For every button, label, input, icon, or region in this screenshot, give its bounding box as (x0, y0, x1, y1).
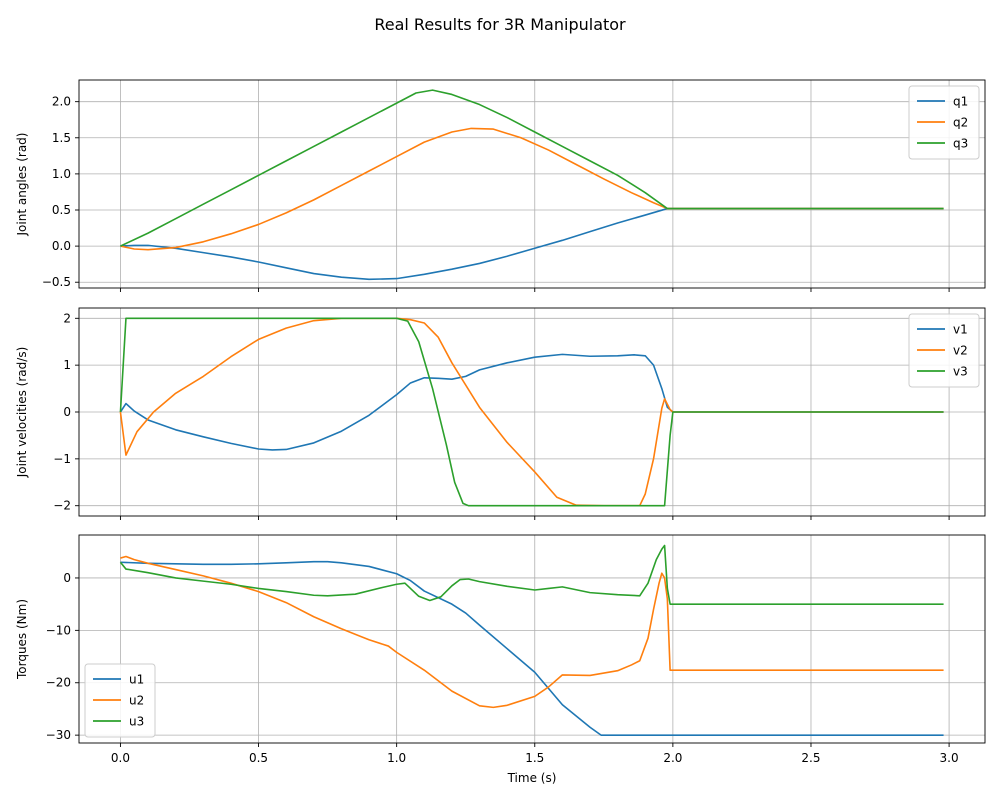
torques-x-tick-label: 0.0 (111, 751, 130, 765)
series-line-u1 (120, 560, 944, 736)
series-line-u2 (120, 555, 944, 709)
angles-y-tick-label: 0.0 (52, 239, 71, 253)
velocities-y-tick-label: 2 (63, 311, 71, 325)
angles-legend: q1 q2 q3 (908, 85, 980, 160)
series-line-v1 (119, 353, 944, 451)
legend-label-q2: q2 (953, 116, 968, 130)
torques-y-tick-label: −30 (46, 728, 71, 742)
series-line-q3 (120, 89, 944, 247)
legend-label-u3: u3 (129, 715, 144, 729)
torques-legend: u1 u2 u3 (84, 663, 156, 738)
angles-y-tick-label: 2.0 (52, 95, 71, 109)
torques-panel: 0.0 0.5 1.0 1.5 2.0 2.5 3.0 −30 −20 −10 0 Torques (… (15, 534, 986, 785)
torques-axes-frame (78, 534, 986, 744)
angles-y-tick-label: −0.5 (42, 275, 71, 289)
angles-y-axis-label: Joint angles (rad) (15, 133, 29, 237)
velocities-y-tick-label: −1 (53, 452, 71, 466)
legend-label-v1: v1 (953, 323, 968, 337)
figure-title: Real Results for 3R Manipulator (374, 15, 626, 34)
legend-label-q3: q3 (953, 137, 968, 151)
series-line-q1 (120, 207, 944, 281)
torques-x-tick-label: 3.0 (940, 751, 959, 765)
angles-y-tick-label: 0.5 (52, 203, 71, 217)
series-line-u3 (119, 544, 944, 605)
torques-y-tick-label: −10 (46, 623, 71, 637)
legend-label-u1: u1 (129, 673, 144, 687)
angles-axes-frame (78, 79, 986, 289)
legend-label-v3: v3 (953, 365, 968, 379)
legend-label-v2: v2 (953, 344, 968, 358)
series-line-v3 (119, 317, 944, 507)
torques-x-tick-label: 0.5 (249, 751, 268, 765)
torques-x-tick-label: 1.5 (525, 751, 544, 765)
velocities-y-axis-label: Joint velocities (rad/s) (15, 347, 29, 478)
series-line-v2 (119, 317, 944, 507)
velocities-legend: v1 v2 v3 (908, 313, 980, 388)
angles-y-tick-label: 1.0 (52, 167, 71, 181)
torques-y-axis-label: Torques (Nm) (15, 599, 29, 680)
torques-x-axis-label: Time (s) (507, 771, 557, 785)
torques-y-tick-label: −20 (46, 676, 71, 690)
torques-x-tick-label: 2.5 (801, 751, 820, 765)
torques-x-tick-label: 2.0 (663, 751, 682, 765)
velocities-y-tick-label: 0 (63, 405, 71, 419)
velocities-panel: −2 −1 0 1 2 Joint velocities (rad/s) v1 v2 v3 (15, 307, 986, 520)
velocities-y-tick-label: 1 (63, 358, 71, 372)
series-line-q2 (120, 127, 944, 251)
legend-label-u2: u2 (129, 694, 144, 708)
torques-x-tick-label: 1.0 (387, 751, 406, 765)
torques-y-tick-label: 0 (63, 571, 71, 585)
angles-y-tick-label: 1.5 (52, 131, 71, 145)
velocities-y-tick-label: −2 (53, 499, 71, 513)
legend-label-q1: q1 (953, 95, 968, 109)
